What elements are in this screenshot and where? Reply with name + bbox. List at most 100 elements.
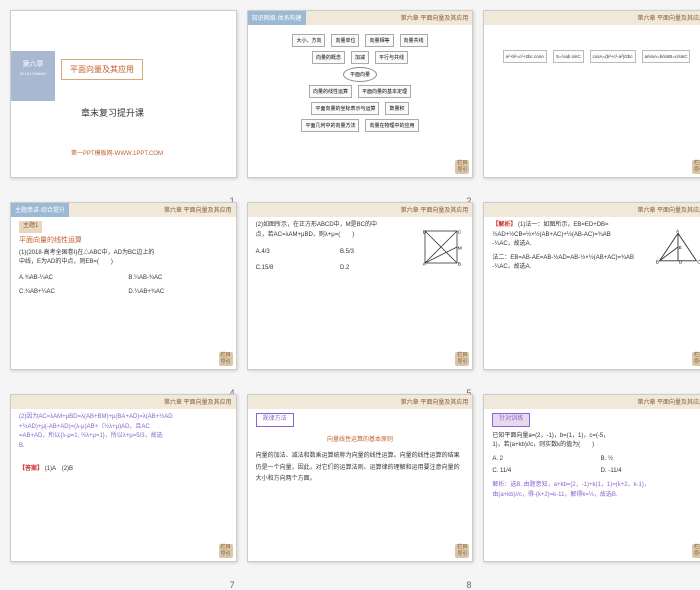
subtitle: 章末复习提升课: [81, 106, 144, 119]
text: 法二：EB=AB-AE=AB-½AD=AB-½×½(AB+AC)=¾AB: [492, 254, 657, 264]
header-right: 第六章 平面向量及其应用: [248, 395, 473, 409]
corner-icon: 栏目导引: [219, 352, 233, 366]
svg-text:A: A: [676, 228, 680, 233]
option-d: D.2: [340, 264, 416, 274]
slide-4: 主题串讲·综合提升 第六章 平面向量及其应用 主题1 平面向量的线性运算 (1)…: [10, 202, 237, 370]
text: ½AD+½CB=½×½(AB+AC)+½(AB-AC)=¾AB: [492, 231, 657, 241]
text: (1)法一：如图所示，EB=ED+DB=: [518, 222, 609, 228]
formula: a/sinA=b/sinB=c/sinC: [642, 50, 691, 63]
slide-6: 第六章 平面向量及其应用 【解析】 (1)法一：如图所示，EB=ED+DB= ½…: [483, 202, 700, 370]
header-bar: 第六章 平面向量及其应用: [484, 395, 700, 409]
svg-text:C: C: [458, 229, 462, 235]
text: -¼AC，故选A.: [492, 263, 657, 273]
option-b: B.¼AB-¾AC: [128, 274, 227, 284]
node: 平行与共线: [375, 51, 408, 64]
slide-container-4: 主题串讲·综合提升 第六章 平面向量及其应用 主题1 平面向量的线性运算 (1)…: [10, 202, 237, 384]
header-bar: 第六章 平面向量及其应用: [484, 11, 700, 25]
header-left: 主题串讲·综合提升: [11, 203, 69, 217]
text: (2)因为AC=λAM+μBD=λ(AB+BM)+μ(BA+AD)=λ(AB+½…: [19, 413, 228, 423]
text: B.: [19, 442, 228, 452]
option-c: C.15/8: [256, 264, 332, 274]
corner-icon: 栏目导引: [455, 352, 469, 366]
formula-content: a²+b²=c²+2bc cosA S=½ab sinC cosA=(b²+c²…: [484, 25, 700, 68]
problem-text: 1)，若(a+kb)//c，则实数k的值为( ): [492, 441, 700, 451]
slide-3: 第六章 平面向量及其应用 a²+b²=c²+2bc cosA S=½ab sin…: [483, 10, 700, 178]
node: 平面向量的基本定理: [358, 85, 411, 98]
header-right: 第六章 平面向量及其应用: [484, 395, 700, 409]
problem-text: 点，若AC=λAM+μBD，则λ+μ=( ): [256, 231, 417, 241]
diagram-area: 大小、方向 向量单位 向量相等 向量共线 向量的概念 加减 平行与共线 平面向量…: [248, 25, 473, 141]
text: =AB+AD，所以{λ-μ=1, ½λ+μ=1}，所以λ+μ=5/3，故选: [19, 432, 228, 442]
slide-container-7: 第六章 平面向量及其应用 (2)因为AC=λAM+μBD=λ(AB+BM)+μ(…: [10, 394, 237, 576]
node: 向量的线性运算: [309, 85, 352, 98]
node: 向量单位: [331, 34, 359, 47]
option-d: D.¼AB+¾AC: [128, 288, 227, 298]
option-b: B.5/3: [340, 248, 416, 258]
svg-text:E: E: [679, 245, 682, 250]
node: 向量共线: [400, 34, 428, 47]
option-a: A.¾AB-¼AC: [19, 274, 118, 284]
corner-icon: 栏目导引: [455, 544, 469, 558]
text: -¼AC，故选A.: [492, 240, 657, 250]
page-number: 8: [466, 580, 471, 590]
slide-9: 第六章 平面向量及其应用 针对训练 已知平面向量a=(2，-1)，b=(1，1)…: [483, 394, 700, 562]
header-left: 知识网络·体系构建: [248, 11, 306, 25]
node: 平面向量的坐标表示与运算: [311, 102, 379, 115]
header-bar: 知识网络·体系构建 第六章 平面向量及其应用: [248, 11, 473, 25]
square-figure: A B C D M: [418, 227, 464, 267]
box-title: 规律方法: [256, 413, 294, 427]
content: (2)因为AC=λAM+μBD=λ(AB+BM)+μ(BA+AD)=λ(AB+½…: [11, 409, 236, 479]
page-number: 7: [230, 580, 235, 590]
analysis-label: 【解析】: [492, 222, 516, 228]
problem-text: 已知平面向量a=(2，-1)，b=(1，1)，c=(-5，: [492, 433, 609, 439]
header-bar: 第六章 平面向量及其应用: [248, 395, 473, 409]
solution: 解析：选B. 由题意知，a+kb=(2，-1)+k(1，1)=(k+2，k-1)…: [492, 481, 700, 491]
svg-text:B: B: [656, 260, 659, 265]
problem-text: (2)如图所示，在正方形ABCD中，M是BC的中: [256, 221, 417, 231]
content: 针对训练 已知平面向量a=(2，-1)，b=(1，1)，c=(-5， 1)，若(…: [484, 409, 700, 504]
formula: S=½ab sinC: [553, 50, 584, 63]
header-right: 第六章 平面向量及其应用: [484, 11, 700, 25]
slide-container-6: 第六章 平面向量及其应用 【解析】 (1)法一：如图所示，EB=ED+DB= ½…: [483, 202, 700, 384]
node: 平面几何中的向量方法: [301, 119, 359, 132]
option-a: A. 2: [492, 455, 592, 465]
option-c: C. 11/4: [492, 467, 592, 477]
topic-title: 平面向量的线性运算: [19, 235, 228, 246]
problem-text: (1)(2018·高考全国卷I)在△ABC中，AD为BC边上的: [19, 249, 228, 259]
footer-link: 第一PPT模板网-WWW.1PPT.COM: [71, 148, 163, 157]
chapter-sub: DI LIU ZHANG: [11, 71, 55, 76]
node: 向量的概念: [312, 51, 345, 64]
content: 规律方法 向量线性运算的基本原则 向量的加法、减法和数乘运算统称为向量的线性运算…: [248, 409, 473, 489]
title-box: 平面向量及其应用: [61, 59, 143, 80]
option-b: B. ½: [601, 455, 700, 465]
slide-grid: 第六章 DI LIU ZHANG 平面向量及其应用 章末复习提升课 第一PPT模…: [10, 10, 700, 576]
triangle-figure: A B C D E: [655, 227, 700, 267]
node: 向量在物理中的应用: [365, 119, 418, 132]
corner-icon: 栏目导引: [692, 352, 700, 366]
problem-text: 中线，E为AD的中点，则EB=( ): [19, 258, 228, 268]
slide-container-3: 第六章 平面向量及其应用 a²+b²=c²+2bc cosA S=½ab sin…: [483, 10, 700, 192]
topic-label: 主题1: [19, 221, 42, 233]
corner-icon: 栏目导引: [692, 544, 700, 558]
formula: a²+b²=c²+2bc cosA: [503, 50, 547, 63]
slide-8: 第六章 平面向量及其应用 规律方法 向量线性运算的基本原则 向量的加法、减法和数…: [247, 394, 474, 562]
box-title: 针对训练: [492, 413, 530, 427]
slide-7: 第六章 平面向量及其应用 (2)因为AC=λAM+μBD=λ(AB+BM)+μ(…: [10, 394, 237, 562]
text: +½AD)+μ(-AB+AD)=(λ-μ)AB+（½λ+μ)AD，且AC: [19, 423, 228, 433]
answer-label: 【答案】: [19, 466, 43, 472]
slide-container-1: 第六章 DI LIU ZHANG 平面向量及其应用 章末复习提升课 第一PPT模…: [10, 10, 237, 192]
header-right: 第六章 平面向量及其应用: [248, 203, 473, 217]
header-bar: 第六章 平面向量及其应用: [484, 203, 700, 217]
slide-2: 知识网络·体系构建 第六章 平面向量及其应用 大小、方向 向量单位 向量相等 向…: [247, 10, 474, 178]
option-a: A.4/3: [256, 248, 332, 258]
header-bar: 第六章 平面向量及其应用: [248, 203, 473, 217]
header-right: 第六章 平面向量及其应用: [484, 203, 700, 217]
solution: 由(a+kb)//c，得-(k+2)=k-11，解得k=½，故选B.: [492, 491, 700, 501]
slide-container-5: 第六章 平面向量及其应用 (2)如图所示，在正方形ABCD中，M是BC的中 点，…: [247, 202, 474, 384]
slide-container-9: 第六章 平面向量及其应用 针对训练 已知平面向量a=(2，-1)，b=(1，1)…: [483, 394, 700, 576]
slide-1: 第六章 DI LIU ZHANG 平面向量及其应用 章末复习提升课 第一PPT模…: [10, 10, 237, 178]
subtitle: 向量线性运算的基本原则: [256, 436, 465, 446]
node: 数量积: [385, 102, 408, 115]
header-right: 第六章 平面向量及其应用: [306, 11, 473, 25]
svg-text:B: B: [458, 261, 461, 267]
